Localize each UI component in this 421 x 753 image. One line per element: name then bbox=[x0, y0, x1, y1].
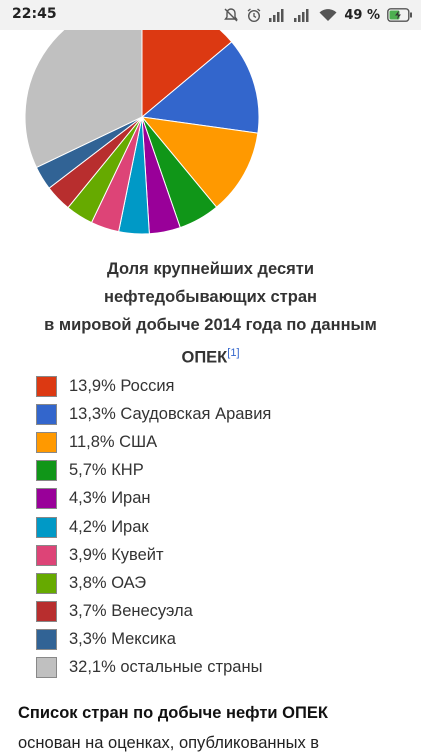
caption-line: нефтедобывающих стран bbox=[104, 288, 317, 306]
legend-swatch bbox=[36, 629, 57, 651]
legend-swatch bbox=[36, 488, 57, 510]
legend-swatch bbox=[36, 431, 57, 453]
reference-link[interactable]: [1] bbox=[227, 347, 240, 359]
caption-line: ОПЕК bbox=[181, 348, 228, 367]
section-heading: Список стран по добыче нефти ОПЕК bbox=[18, 704, 328, 722]
wifi-icon bbox=[319, 8, 337, 22]
legend-item: 3,8% ОАЭ bbox=[36, 569, 271, 597]
pie-chart-svg bbox=[25, 30, 260, 235]
legend-label: 4,3% Иран bbox=[69, 489, 151, 508]
legend-label: 13,3% Саудовская Аравия bbox=[69, 404, 272, 423]
status-time: 22:45 bbox=[12, 6, 57, 22]
battery-percent: 49 % bbox=[344, 7, 380, 23]
legend-label: 4,2% Ирак bbox=[69, 517, 149, 536]
legend-swatch bbox=[36, 657, 57, 679]
alarm-icon bbox=[246, 7, 262, 23]
pie-slice bbox=[25, 30, 143, 169]
legend-label: 5,7% КНР bbox=[69, 461, 144, 480]
legend-item: 3,9% Кувейт bbox=[36, 541, 271, 569]
signal-icon bbox=[269, 8, 287, 22]
legend-item: 3,3% Мексика bbox=[36, 626, 271, 654]
legend-label: 3,9% Кувейт bbox=[69, 545, 164, 564]
legend-label: 11,8% США bbox=[69, 432, 158, 451]
legend-item: 13,3% Саудовская Аравия bbox=[36, 400, 271, 428]
legend-item: 4,3% Иран bbox=[36, 485, 271, 513]
mute-icon bbox=[223, 7, 239, 23]
legend-item: 32,1% остальные страны bbox=[36, 654, 271, 682]
chart-legend: 13,9% Россия 13,3% Саудовская Аравия 11,8%… bbox=[36, 372, 271, 682]
caption-line: в мировой добыче 2014 года по данным bbox=[44, 316, 377, 334]
status-icons: 49 % bbox=[223, 5, 413, 25]
legend-item: 13,9% Россия bbox=[36, 372, 271, 400]
legend-item: 11,8% США bbox=[36, 428, 271, 456]
pie-slice bbox=[140, 116, 259, 208]
legend-label: 13,9% Россия bbox=[69, 376, 175, 395]
legend-item: 4,2% Ирак bbox=[36, 513, 271, 541]
battery-charging-icon bbox=[387, 8, 413, 22]
legend-swatch bbox=[36, 516, 57, 538]
legend-item: 5,7% КНР bbox=[36, 457, 271, 485]
pie-slice bbox=[140, 41, 260, 134]
legend-swatch bbox=[36, 572, 57, 594]
legend-label: 3,3% Мексика bbox=[69, 630, 176, 649]
pie-slice bbox=[141, 30, 233, 119]
legend-swatch bbox=[36, 375, 57, 397]
legend-label: 3,8% ОАЭ bbox=[69, 573, 147, 592]
pie-chart bbox=[25, 30, 260, 240]
caption-line-last: ОПЕК[1] bbox=[0, 339, 421, 372]
legend-item: 3,7% Венесуэла bbox=[36, 598, 271, 626]
legend-label: 32,1% остальные страны bbox=[69, 658, 263, 677]
signal-icon bbox=[294, 8, 312, 22]
legend-swatch bbox=[36, 544, 57, 566]
section-body-text: основан на оценках, опубликованных в bbox=[18, 734, 320, 752]
legend-swatch bbox=[36, 403, 57, 425]
chart-caption: Доля крупнейших десяти нефтедобывающих с… bbox=[0, 255, 421, 372]
caption-line: Доля крупнейших десяти bbox=[107, 260, 314, 278]
legend-swatch bbox=[36, 460, 57, 482]
legend-swatch bbox=[36, 601, 57, 623]
legend-label: 3,7% Венесуэла bbox=[69, 602, 193, 621]
status-bar: 22:45 49 % bbox=[0, 0, 421, 30]
